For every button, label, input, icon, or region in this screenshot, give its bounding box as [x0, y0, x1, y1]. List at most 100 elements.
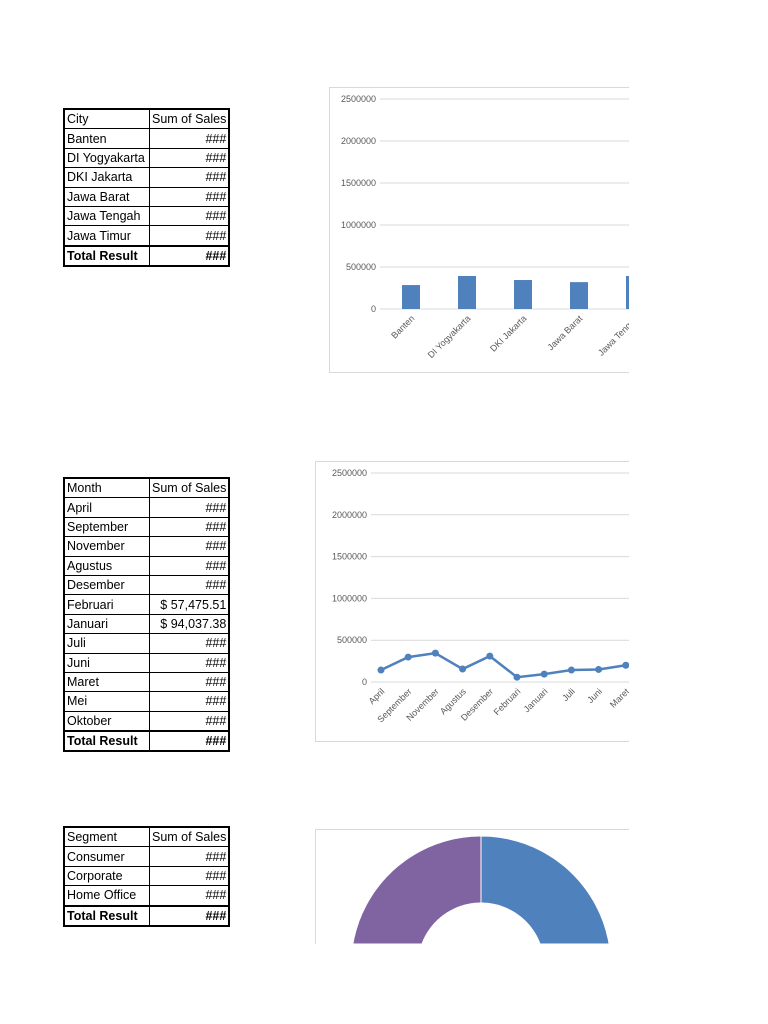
y-tick-label: 500000: [346, 262, 376, 272]
table-cell[interactable]: Banten: [63, 128, 150, 149]
table-cell[interactable]: City: [63, 108, 150, 130]
table-cell[interactable]: ###: [149, 846, 230, 867]
table-header: Segment Sum of Sales: [63, 826, 230, 848]
table-cell[interactable]: Oktober: [63, 710, 150, 732]
x-tick-label: DI Yogyakarta: [426, 313, 473, 360]
donut-slice: [352, 835, 482, 944]
x-tick-label: April: [367, 686, 387, 706]
bar: [458, 275, 476, 309]
x-tick-label: DKI Jakarta: [488, 313, 528, 353]
data-point: [540, 670, 548, 678]
table-cell[interactable]: Maret: [63, 671, 150, 693]
data-point: [513, 673, 521, 681]
bar-chart-city: 0 500000 1000000 1500000 2000000 2500000 Bante…: [329, 87, 629, 373]
table-cell[interactable]: Home Office: [63, 885, 150, 907]
table-cell[interactable]: ###: [149, 497, 230, 518]
total-row: Total Result ###: [63, 244, 230, 268]
table-cell[interactable]: Total Result: [63, 244, 150, 268]
table-cell[interactable]: ###: [149, 671, 230, 693]
table-cell[interactable]: Total Result: [63, 730, 150, 753]
table-cell[interactable]: Juni: [63, 652, 150, 673]
y-tick-label: 2000000: [341, 136, 376, 146]
bar: [402, 285, 420, 309]
table-cell[interactable]: DI Yogyakarta: [63, 147, 150, 169]
donut-slice: [480, 835, 610, 944]
table-row: DI Yogyakarta ###: [63, 147, 230, 169]
table-cell[interactable]: ###: [149, 128, 230, 149]
table-row: November ###: [63, 536, 230, 557]
table-row: Februari $ 57,475.51: [63, 594, 230, 615]
table-cell[interactable]: Februari: [63, 594, 150, 615]
table-cell[interactable]: ###: [149, 885, 230, 907]
table-cell[interactable]: ###: [149, 167, 230, 188]
table-cell[interactable]: Sum of Sales: [149, 826, 230, 848]
table-row: Maret ###: [63, 671, 230, 693]
table-cell[interactable]: $ 94,037.38: [149, 613, 230, 635]
table-cell[interactable]: ###: [149, 186, 230, 207]
data-point: [459, 665, 467, 673]
table-cell[interactable]: $ 57,475.51: [149, 594, 230, 615]
bar: [626, 275, 629, 309]
table-cell[interactable]: Segment: [63, 826, 150, 848]
table-row: Corporate ###: [63, 865, 230, 887]
pivot-table: Segment Sum of Sales Consumer ### Corporate #…: [63, 826, 231, 927]
table-cell[interactable]: ###: [149, 147, 230, 169]
table-cell[interactable]: ###: [149, 574, 230, 596]
data-point: [622, 661, 629, 669]
x-tick-label: Juni: [585, 686, 604, 705]
table-cell[interactable]: ###: [149, 652, 230, 673]
table-cell[interactable]: Juli: [63, 633, 150, 654]
table-cell[interactable]: ###: [149, 865, 230, 887]
table-cell[interactable]: ###: [149, 710, 230, 732]
table-row: Home Office ###: [63, 885, 230, 907]
table-cell[interactable]: ###: [149, 536, 230, 557]
table-row: September ###: [63, 516, 230, 538]
y-tick-label: 1000000: [341, 220, 376, 230]
table-row: Banten ###: [63, 128, 230, 149]
table-row: Jawa Tengah ###: [63, 205, 230, 227]
table-cell[interactable]: Agustus: [63, 555, 150, 576]
y-tick-label: 2500000: [332, 468, 367, 478]
table-cell[interactable]: ###: [149, 555, 230, 576]
x-tick-label: Februari: [492, 686, 523, 717]
table-cell[interactable]: Jawa Barat: [63, 186, 150, 207]
table-cell[interactable]: ###: [149, 730, 230, 753]
table-cell[interactable]: ###: [149, 691, 230, 712]
data-point: [567, 666, 575, 674]
table-cell[interactable]: DKI Jakarta: [63, 167, 150, 188]
table-cell[interactable]: September: [63, 516, 150, 538]
table-cell[interactable]: Desember: [63, 574, 150, 596]
table-cell[interactable]: Mei: [63, 691, 150, 712]
table-cell[interactable]: Sum of Sales: [149, 477, 230, 499]
table-cell[interactable]: Consumer: [63, 846, 150, 867]
y-tick-label: 1500000: [341, 178, 376, 188]
table-row: DKI Jakarta ###: [63, 167, 230, 188]
table-cell[interactable]: ###: [149, 225, 230, 247]
table-cell[interactable]: Sum of Sales: [149, 108, 230, 130]
table-cell[interactable]: Januari: [63, 613, 150, 635]
table-cell[interactable]: ###: [149, 633, 230, 654]
data-point: [404, 653, 412, 661]
table-cell[interactable]: Jawa Timur: [63, 225, 150, 247]
table-cell[interactable]: Month: [63, 477, 150, 499]
y-tick-label: 0: [371, 304, 376, 314]
table-cell[interactable]: April: [63, 497, 150, 518]
table-cell[interactable]: Corporate: [63, 865, 150, 887]
table-cell[interactable]: ###: [149, 516, 230, 538]
y-tick-label: 1500000: [332, 552, 367, 562]
table-cell[interactable]: ###: [149, 205, 230, 227]
table-row: Oktober ###: [63, 710, 230, 732]
total-row: Total Result ###: [63, 904, 230, 927]
table-cell[interactable]: Jawa Tengah: [63, 205, 150, 227]
table-cell[interactable]: Total Result: [63, 904, 150, 927]
series-line: [380, 651, 626, 679]
table-cell[interactable]: ###: [149, 904, 230, 927]
table-cell[interactable]: ###: [149, 244, 230, 268]
table-row: Desember ###: [63, 574, 230, 596]
table-row: Juni ###: [63, 652, 230, 673]
table-header: City Sum of Sales: [63, 108, 230, 130]
table-row: Agustus ###: [63, 555, 230, 576]
x-tick-label: Maret: [608, 686, 629, 710]
table-cell[interactable]: November: [63, 536, 150, 557]
x-tick-label: Banten: [389, 313, 416, 340]
